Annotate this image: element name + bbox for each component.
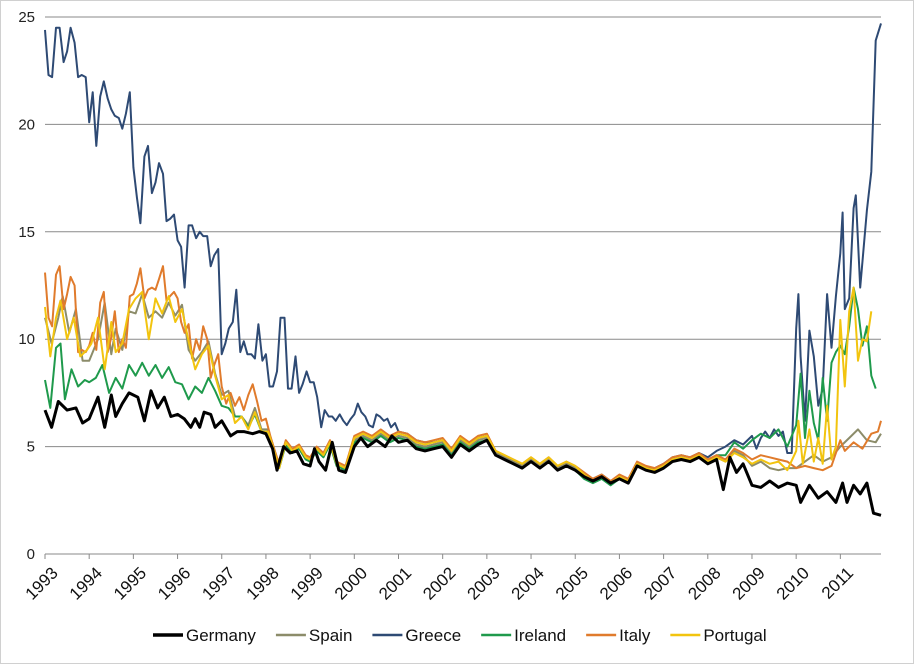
y-tick-label: 25 <box>18 9 35 26</box>
x-tick-label: 2004 <box>508 563 548 603</box>
legend-label-portugal: Portugal <box>703 626 766 645</box>
y-axis-ticks: 0 5 10 15 20 25 <box>18 9 35 563</box>
legend-label-germany: Germany <box>186 626 256 645</box>
x-axis-ticks: 1993 1994 1995 1996 1997 1998 1999 2000 2001 2002… <box>22 554 857 604</box>
x-tick-label: 1997 <box>198 563 238 603</box>
y-tick-label: 5 <box>27 439 35 456</box>
gridlines <box>45 16 881 555</box>
x-tick-label: 1993 <box>22 563 62 603</box>
y-tick-label: 15 <box>18 224 35 241</box>
x-tick-label: 1995 <box>110 563 150 603</box>
x-tick-label: 2001 <box>375 563 415 603</box>
x-tick-label: 1999 <box>287 563 327 603</box>
x-tick-label: 2005 <box>552 563 592 603</box>
x-tick-label: 2006 <box>596 563 636 603</box>
x-tick-label: 2011 <box>818 563 857 602</box>
x-tick-label: 1996 <box>154 563 194 603</box>
y-tick-label: 20 <box>18 116 35 133</box>
x-tick-label: 1998 <box>243 563 283 603</box>
series-line-spain <box>44 293 882 485</box>
legend: Germany Spain Greece Ireland Italy Portugal <box>153 626 767 645</box>
x-tick-label: 2008 <box>684 563 724 603</box>
series-line-ireland <box>44 286 877 487</box>
series-line-greece <box>44 23 882 482</box>
legend-label-greece: Greece <box>405 626 461 645</box>
x-tick-label: 2009 <box>729 563 769 603</box>
x-tick-label: 2003 <box>464 563 504 603</box>
legend-label-ireland: Ireland <box>514 626 566 645</box>
legend-label-spain: Spain <box>309 626 352 645</box>
x-tick-label: 2002 <box>419 563 459 603</box>
series-line-germany <box>43 389 882 517</box>
x-tick-label: 2010 <box>773 563 813 603</box>
x-tick-label: 2007 <box>640 563 680 603</box>
x-tick-label: 2000 <box>331 563 371 603</box>
legend-label-italy: Italy <box>619 626 651 645</box>
series-lines <box>43 23 882 517</box>
series-line-portugal <box>44 286 873 485</box>
y-tick-label: 0 <box>27 546 35 563</box>
x-tick-label: 1994 <box>66 563 106 603</box>
y-tick-label: 10 <box>18 331 35 348</box>
